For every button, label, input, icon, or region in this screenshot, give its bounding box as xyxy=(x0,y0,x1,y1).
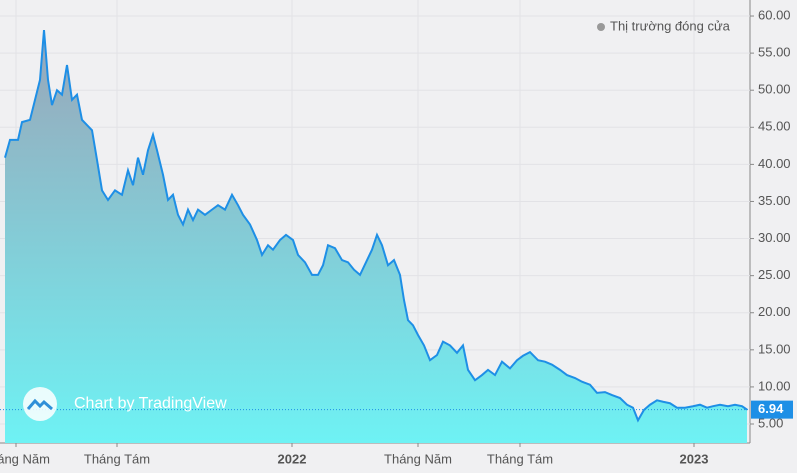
area-fill xyxy=(5,30,747,443)
y-tick-label: 30.00 xyxy=(758,230,791,245)
watermark: Chart by TradingView xyxy=(23,387,227,421)
legend: Thị trường đóng cửa xyxy=(597,18,731,33)
x-tick-label: Tháng Năm xyxy=(384,451,452,466)
y-tick-label: 55.00 xyxy=(758,45,791,60)
legend-marker xyxy=(597,23,605,31)
y-tick-label: 40.00 xyxy=(758,156,791,171)
y-tick-label: 20.00 xyxy=(758,304,791,319)
y-tick-label: 15.00 xyxy=(758,341,791,356)
watermark-text: Chart by TradingView xyxy=(74,395,227,412)
line xyxy=(4,30,748,423)
y-tick-label: 35.00 xyxy=(758,193,791,208)
x-tick-label: Tháng Tám xyxy=(84,451,150,466)
x-tick-label: 2022 xyxy=(278,451,307,466)
legend-label: Thị trường đóng cửa xyxy=(610,18,731,33)
watermark-icon xyxy=(26,398,53,411)
y-tick-label: 5.00 xyxy=(758,415,783,430)
y-tick-label: 50.00 xyxy=(758,82,791,97)
y-tick-label: 25.00 xyxy=(758,267,791,282)
last-price-box xyxy=(751,400,793,419)
x-tick-label: 2023 xyxy=(680,451,709,466)
y-tick-label: 10.00 xyxy=(758,378,791,393)
last-price-label: 6.94 xyxy=(758,401,784,416)
x-tick-label: Tháng Tám xyxy=(487,451,553,466)
y-tick-label: 45.00 xyxy=(758,119,791,134)
y-tick-label: 60.00 xyxy=(758,7,791,22)
x-tick-label: Tháng Năm xyxy=(0,451,50,466)
